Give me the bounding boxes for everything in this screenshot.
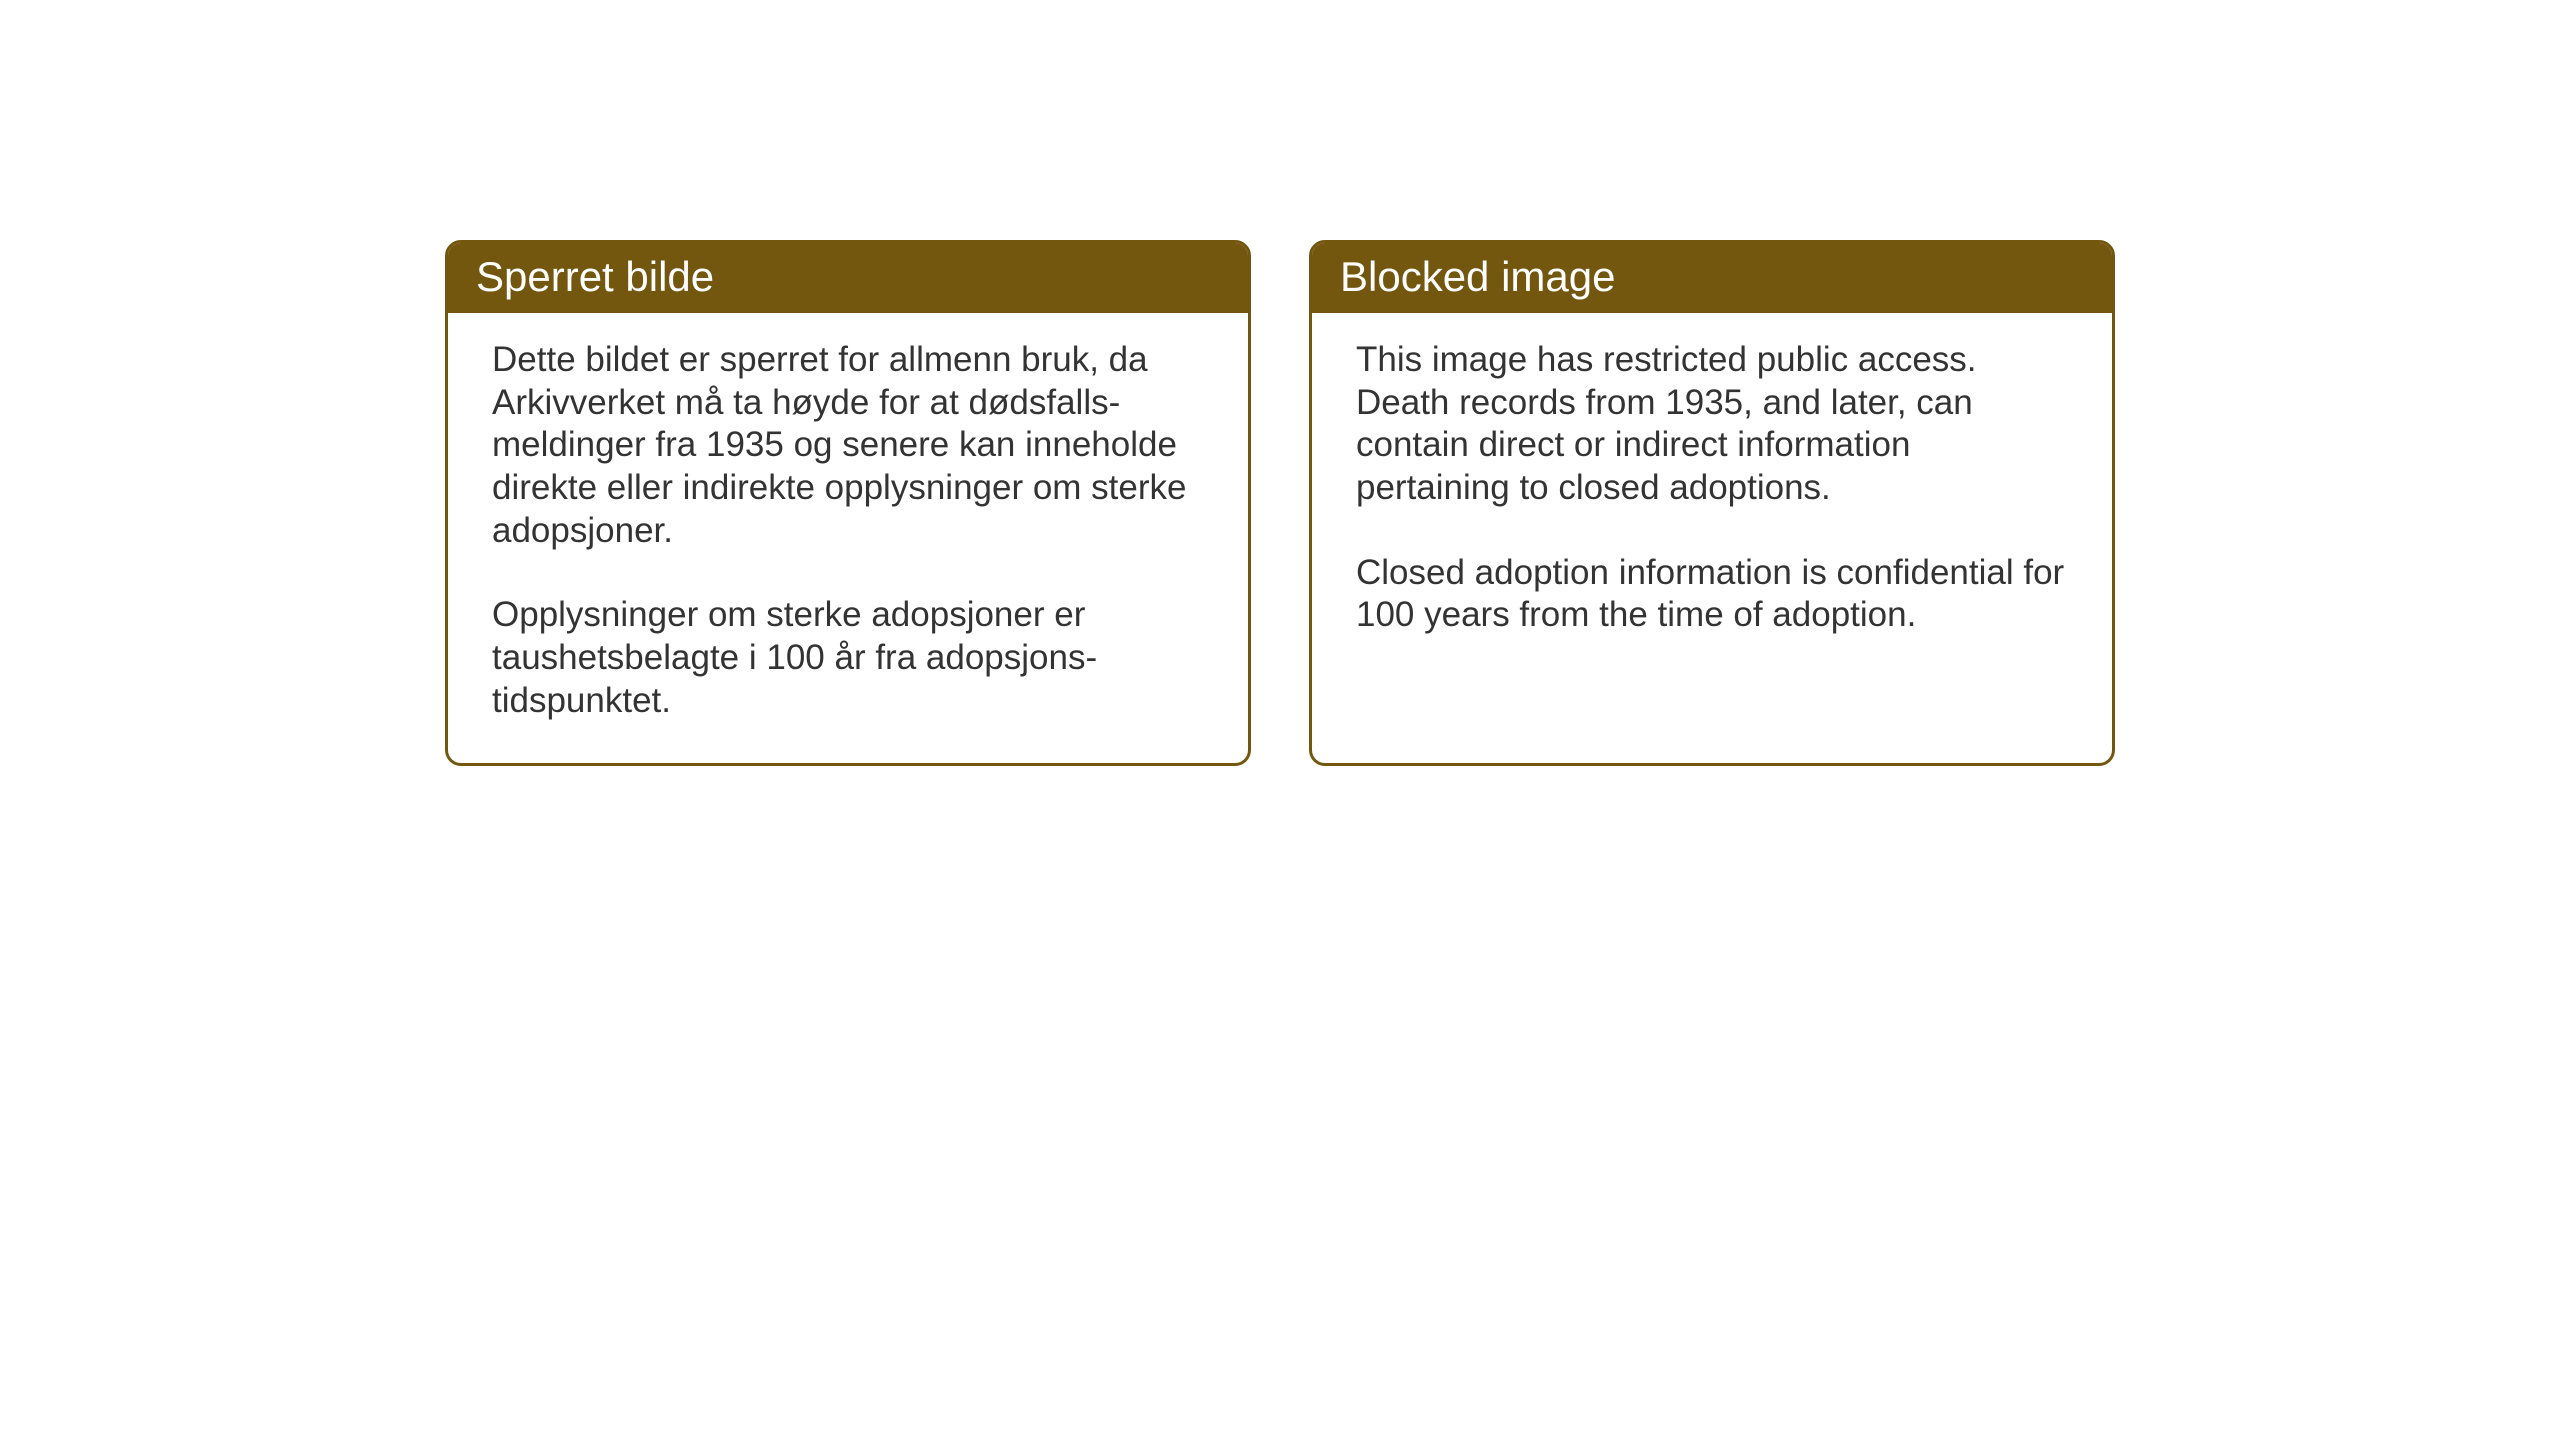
card-norwegian-header: Sperret bilde [448, 243, 1248, 313]
card-english-header: Blocked image [1312, 243, 2112, 313]
card-norwegian-title: Sperret bilde [476, 253, 714, 300]
card-norwegian-body: Dette bildet er sperret for allmenn bruk… [448, 313, 1248, 763]
card-norwegian-paragraph-2: Opplysninger om sterke adopsjoner er tau… [492, 594, 1204, 722]
card-norwegian-paragraph-1: Dette bildet er sperret for allmenn bruk… [492, 339, 1204, 552]
card-english-paragraph-2: Closed adoption information is confident… [1356, 552, 2068, 637]
card-english-paragraph-1: This image has restricted public access.… [1356, 339, 2068, 510]
notice-container: Sperret bilde Dette bildet er sperret fo… [445, 240, 2115, 766]
card-english: Blocked image This image has restricted … [1309, 240, 2115, 766]
card-english-title: Blocked image [1340, 253, 1615, 300]
card-norwegian: Sperret bilde Dette bildet er sperret fo… [445, 240, 1251, 766]
card-english-body: This image has restricted public access.… [1312, 313, 2112, 677]
